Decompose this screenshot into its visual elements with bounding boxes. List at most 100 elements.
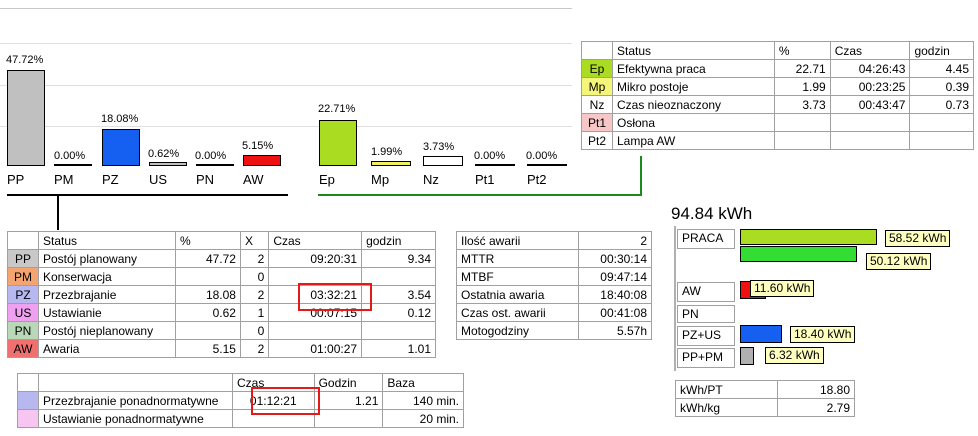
row-status: Przezbrajanie	[38, 285, 176, 304]
table-row: Ostatnia awaria 18:40:08	[455, 285, 652, 304]
table-row: Mp Mikro postoje 1.99 00:23:25 0.39	[581, 77, 974, 96]
row-color-swatch	[17, 391, 39, 410]
top-divider	[0, 8, 572, 9]
stat-value: 2	[578, 231, 652, 250]
overnorm-table: Czas Godzin Baza Przezbrajanie ponadnorm…	[17, 373, 464, 428]
bar-nz	[423, 156, 463, 166]
connector-line	[7, 194, 288, 196]
energy-value-pppm: 6.32 kWh	[765, 347, 824, 364]
row-pct	[773, 113, 831, 132]
col-header-code	[7, 231, 39, 250]
highlight-box	[251, 387, 320, 415]
row-pct: 1.99	[773, 77, 831, 96]
bar-aw	[243, 155, 281, 166]
stat-label: MTBF	[455, 267, 580, 286]
energy-label-pppm: PP+PM	[677, 348, 735, 368]
row-status: Lampa AW	[612, 131, 775, 150]
row-godzin: 0.73	[909, 95, 974, 114]
table-row: AW Awaria 5.15 2 01:00:27 1.01	[7, 339, 436, 358]
stat-label: Motogodziny	[455, 321, 580, 340]
table-header-row: Status % X Czas godzin	[7, 231, 436, 250]
row-code: PZ	[7, 285, 39, 304]
row-code: PN	[7, 321, 39, 340]
col-header-baza: Baza	[382, 373, 464, 392]
stat-label: Ilość awarii	[455, 231, 580, 250]
row-code: Pt1	[581, 113, 613, 132]
table-row: Ustawianie ponadnormatywne 20 min.	[17, 409, 464, 428]
bar-pct-ep: 22.71%	[318, 103, 356, 115]
row-czas: 04:26:43	[829, 59, 911, 78]
highlight-box	[298, 283, 372, 311]
table-row: kWh/kg 2.79	[675, 398, 856, 417]
col-header-pct: %	[175, 231, 241, 250]
row-pct: 3.73	[773, 95, 831, 114]
row-pct: 18.08	[175, 285, 241, 304]
bar-pct-pt1: 0.00%	[474, 150, 506, 162]
bar-pct-aw: 5.15%	[242, 140, 274, 152]
row-godzin: 9.34	[361, 249, 436, 268]
bar-ep	[319, 120, 357, 166]
row-godzin	[909, 113, 974, 132]
row-label: Przezbrajanie ponadnormatywne	[38, 391, 233, 410]
ratio-label: kWh/kg	[675, 398, 778, 417]
table-row: MTTR 00:30:14	[455, 249, 652, 268]
stat-label: Ostatnia awaria	[455, 285, 580, 304]
energy-divider	[674, 226, 676, 371]
stat-value: 00:30:14	[578, 249, 652, 268]
bar-pn	[196, 164, 234, 166]
bar-label-nz: Nz	[423, 172, 439, 187]
table-row: PZ Przezbrajanie 18.08 2 03:32:21 3.54	[7, 285, 436, 304]
ratio-value: 18.80	[776, 380, 856, 399]
row-pct: 22.71	[773, 59, 831, 78]
table-row: PP Postój planowany 47.72 2 09:20:31 9.3…	[7, 249, 436, 268]
row-pct: 5.15	[175, 339, 241, 358]
table-row: Czas ost. awarii 00:41:08	[455, 303, 652, 322]
bar-pct-pp: 47.72%	[6, 54, 44, 66]
table-header-row: Status % Czas godzin	[581, 41, 974, 60]
energy-bar-pppm	[740, 347, 754, 365]
row-code: PP	[7, 249, 39, 268]
row-color-swatch	[17, 409, 39, 428]
table-row: Nz Czas nieoznaczony 3.73 00:43:47 0.73	[581, 95, 974, 114]
col-header-code	[581, 41, 613, 60]
row-status: Osłona	[612, 113, 775, 132]
bar-label-us: US	[149, 172, 168, 187]
col-header-godzin: Godzin	[313, 373, 384, 392]
col-header-godzin: godzin	[909, 41, 974, 60]
row-code: Mp	[581, 77, 613, 96]
row-godzin: 1.01	[361, 339, 436, 358]
bar-pct-pn: 0.00%	[195, 150, 227, 162]
row-czas	[829, 131, 911, 150]
col-header-godzin: godzin	[361, 231, 436, 250]
connector-line-green	[318, 194, 642, 196]
grid-line	[0, 85, 572, 86]
row-pct	[175, 321, 241, 340]
bar-us	[149, 162, 187, 166]
row-godzin: 0.12	[361, 303, 436, 322]
table-row: Przezbrajanie ponadnormatywne 01:12:21 1…	[17, 391, 464, 410]
row-label: Ustawianie ponadnormatywne	[38, 409, 233, 428]
stat-value: 18:40:08	[578, 285, 652, 304]
table-header-row: Czas Godzin Baza	[17, 373, 464, 392]
table-row: Motogodziny 5.57h	[455, 321, 652, 340]
col-header-color	[17, 373, 39, 392]
bar-pt1	[475, 164, 515, 166]
row-status: Efektywna praca	[612, 59, 775, 78]
row-godzin	[361, 321, 436, 340]
stat-value: 00:41:08	[578, 303, 652, 322]
bar-label-pz: PZ	[102, 172, 119, 187]
energy-value-pzus: 18.40 kWh	[790, 326, 856, 343]
bar-label-pt2: Pt2	[527, 172, 547, 187]
row-x: 0	[239, 267, 270, 286]
energy-value-aw: 11.60 kWh	[750, 280, 815, 297]
col-header-pct: %	[773, 41, 831, 60]
bar-pct-pm: 0.00%	[54, 150, 86, 162]
row-czas	[829, 113, 911, 132]
table-row: Pt1 Osłona	[581, 113, 974, 132]
row-x: 1	[239, 303, 270, 322]
failure-stats-table: Ilość awarii 2 MTTR 00:30:14 MTBF 09:47:14 …	[455, 231, 652, 340]
stat-value: 09:47:14	[578, 267, 652, 286]
energy-value-praca-1: 58.52 kWh	[885, 230, 951, 247]
row-godzin	[909, 131, 974, 150]
row-code: AW	[7, 339, 39, 358]
